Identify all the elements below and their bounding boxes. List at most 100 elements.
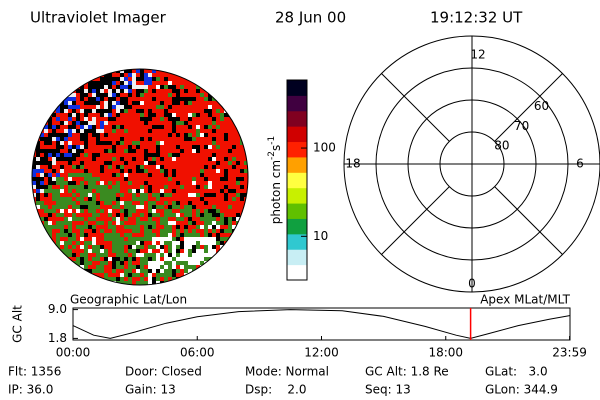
pixel	[136, 109, 140, 113]
pixel	[116, 213, 120, 217]
pixel	[196, 125, 200, 129]
pixel	[120, 125, 124, 129]
pixel	[36, 173, 40, 177]
pixel	[92, 249, 96, 253]
pixel	[44, 181, 48, 185]
pixel	[148, 253, 152, 257]
pixel	[128, 213, 132, 217]
pixel	[192, 205, 196, 209]
pixel	[80, 201, 84, 205]
pixel	[144, 89, 148, 93]
pixel	[80, 217, 84, 221]
pixel	[196, 133, 200, 137]
date: 28 Jun 00	[275, 9, 346, 27]
pixel	[160, 141, 164, 145]
pixel	[224, 185, 228, 189]
pixel	[116, 257, 120, 261]
pixel	[48, 145, 52, 149]
pixel	[176, 181, 180, 185]
pixel	[96, 105, 100, 109]
pixel	[84, 89, 88, 93]
info-field: Door: Closed	[125, 365, 202, 379]
pixel	[144, 233, 148, 237]
pixel	[60, 241, 64, 245]
pixel	[184, 225, 188, 229]
mlt-label: 12	[470, 48, 485, 62]
colorbar-segment	[287, 187, 307, 204]
pixel	[128, 101, 132, 105]
pixel	[32, 165, 36, 169]
pixel	[72, 245, 76, 249]
pixel	[152, 153, 156, 157]
pixel	[160, 193, 164, 197]
pixel	[136, 141, 140, 145]
pixel	[52, 181, 56, 185]
colorbar-segment	[287, 172, 307, 189]
pixel	[152, 277, 156, 281]
pixel	[120, 221, 124, 225]
pixel	[108, 77, 112, 81]
pixel	[36, 197, 40, 201]
pixel	[56, 129, 60, 133]
pixel	[188, 213, 192, 217]
pixel	[40, 153, 44, 157]
pixel	[144, 253, 148, 257]
pixel	[172, 261, 176, 265]
pixel	[204, 109, 208, 113]
pixel	[208, 221, 212, 225]
pixel	[72, 109, 76, 113]
pixel	[116, 265, 120, 269]
pixel	[124, 149, 128, 153]
pixel	[132, 249, 136, 253]
x-tick-label: 23:59	[552, 346, 587, 360]
pixel	[112, 101, 116, 105]
pixel	[36, 161, 40, 165]
pixel	[120, 93, 124, 97]
pixel	[96, 153, 100, 157]
pixel	[96, 205, 100, 209]
pixel	[112, 157, 116, 161]
pixel	[164, 225, 168, 229]
title: Ultraviolet Imager	[30, 9, 167, 27]
pixel	[56, 113, 60, 117]
pixel	[52, 141, 56, 145]
pixel	[116, 233, 120, 237]
pixel	[192, 241, 196, 245]
pixel	[56, 153, 60, 157]
pixel	[40, 149, 44, 153]
pixel	[176, 225, 180, 229]
pixel	[68, 121, 72, 125]
pixel	[220, 217, 224, 221]
pixel	[204, 221, 208, 225]
pixel	[80, 197, 84, 201]
pixel	[212, 221, 216, 225]
pixel	[148, 189, 152, 193]
pixel	[156, 253, 160, 257]
pixel	[208, 209, 212, 213]
pixel	[60, 125, 64, 129]
pixel	[192, 253, 196, 257]
pixel	[124, 161, 128, 165]
pixel	[84, 125, 88, 129]
pixel	[120, 193, 124, 197]
pixel	[56, 237, 60, 241]
pixel	[220, 213, 224, 217]
pixel	[64, 121, 68, 125]
pixel	[120, 201, 124, 205]
pixel	[196, 209, 200, 213]
pixel	[96, 121, 100, 125]
ring-label: 80	[494, 139, 509, 153]
pixel	[96, 93, 100, 97]
pixel	[56, 165, 60, 169]
pixel	[124, 77, 128, 81]
pixel	[52, 121, 56, 125]
pixel	[84, 257, 88, 261]
pixel	[232, 217, 236, 221]
pixel	[184, 245, 188, 249]
pixel	[68, 237, 72, 241]
pixel	[216, 225, 220, 229]
pixel	[172, 265, 176, 269]
pixel	[84, 129, 88, 133]
pixel	[148, 113, 152, 117]
pixel	[96, 269, 100, 273]
